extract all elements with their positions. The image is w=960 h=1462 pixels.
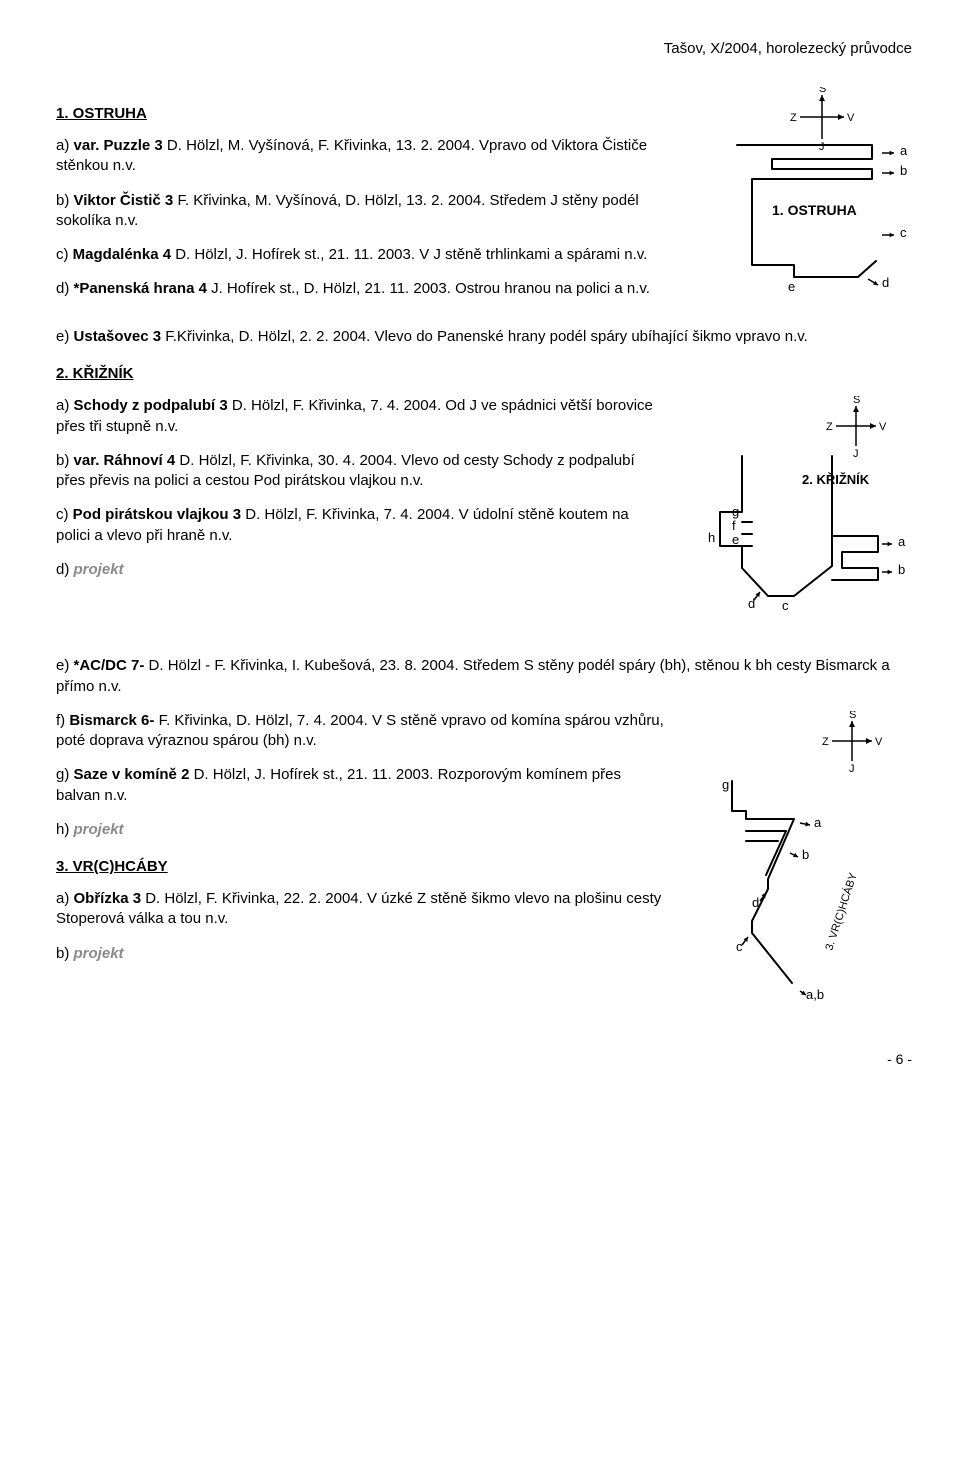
svg-text:a: a	[898, 534, 906, 549]
entry-name: *Panenská hrana 4	[74, 280, 207, 297]
entry-prefix: d)	[56, 280, 74, 297]
svg-text:J: J	[853, 448, 859, 460]
svg-text:Z: Z	[790, 112, 797, 124]
entry-2f: f) Bismarck 6- F. Křivinka, D. Hölzl, 7.…	[56, 711, 666, 752]
svg-text:J: J	[849, 763, 855, 775]
svg-text:2. KŘIŽNÍK: 2. KŘIŽNÍK	[802, 472, 870, 487]
svg-text:e: e	[788, 279, 795, 294]
entry-rest: D. Hölzl, F. Křivinka, 22. 2. 2004. V úz…	[56, 890, 661, 927]
entry-prefix: e)	[56, 657, 74, 674]
entry-name: Obřízka 3	[74, 890, 142, 907]
svg-text:c: c	[900, 225, 907, 240]
entry-name: *AC/DC 7-	[74, 657, 145, 674]
projekt-label: projekt	[74, 561, 124, 578]
diagram-kriznik: Z V S J 2. KŘIŽNÍK h gfe d c ab	[682, 396, 912, 656]
svg-text:h: h	[708, 530, 715, 545]
svg-text:g: g	[722, 777, 729, 792]
section-2-title: 2. KŘIŽNÍK	[56, 365, 912, 382]
entry-prefix: c)	[56, 246, 73, 263]
section-2-text-2: f) Bismarck 6- F. Křivinka, D. Hölzl, 7.…	[56, 711, 666, 978]
svg-text:c: c	[782, 598, 789, 613]
svg-text:1. OSTRUHA: 1. OSTRUHA	[772, 202, 857, 218]
svg-text:f: f	[732, 518, 736, 533]
svg-text:a: a	[900, 143, 908, 158]
svg-text:b: b	[898, 562, 905, 577]
entry-name: Magdalénka 4	[73, 246, 171, 263]
section-1-text: 1. OSTRUHA a) var. Puzzle 3 D. Hölzl, M.…	[56, 87, 666, 314]
svg-text:b: b	[802, 847, 809, 862]
projekt-label: projekt	[74, 945, 124, 962]
entry-2g: g) Saze v komíně 2 D. Hölzl, J. Hofírek …	[56, 765, 666, 806]
entry-name: Bismarck 6-	[69, 712, 154, 729]
entry-2h: h) projekt	[56, 820, 666, 840]
entry-2d: d) projekt	[56, 560, 666, 580]
entry-prefix: c)	[56, 506, 73, 523]
entry-1b: b) Viktor Čistič 3 F. Křivinka, M. Vyšín…	[56, 191, 666, 232]
entry-2e: e) *AC/DC 7- D. Hölzl - F. Křivinka, I. …	[56, 656, 912, 697]
entry-2a: a) Schody z podpalubí 3 D. Hölzl, F. Kři…	[56, 396, 666, 437]
svg-text:c: c	[736, 939, 743, 954]
page-header: Tašov, X/2004, horolezecký průvodce	[56, 40, 912, 57]
entry-1d: d) *Panenská hrana 4 J. Hofírek st., D. …	[56, 279, 666, 299]
entry-rest: D. Hölzl - F. Křivinka, I. Kubešová, 23.…	[56, 657, 890, 694]
entry-name: Schody z podpalubí 3	[74, 397, 228, 414]
entry-1c: c) Magdalénka 4 D. Hölzl, J. Hofírek st.…	[56, 245, 666, 265]
section-3-title: 3. VR(C)HCÁBY	[56, 858, 666, 875]
entry-rest: D. Hölzl, J. Hofírek st., 21. 11. 2003. …	[171, 246, 647, 263]
svg-text:3. VR(C)HCÁBY: 3. VR(C)HCÁBY	[822, 870, 859, 951]
svg-text:a: a	[814, 815, 822, 830]
entry-prefix: g)	[56, 766, 74, 783]
section-1-title: 1. OSTRUHA	[56, 105, 666, 122]
svg-text:S: S	[849, 711, 856, 721]
svg-text:d: d	[748, 596, 755, 611]
entry-2c: c) Pod pirátskou vlajkou 3 D. Hölzl, F. …	[56, 505, 666, 546]
entry-name: Ustašovec 3	[74, 328, 162, 345]
page-number: - 6 -	[56, 1051, 912, 1067]
svg-text:S: S	[853, 396, 860, 406]
svg-text:g: g	[732, 504, 739, 519]
entry-1a: a) var. Puzzle 3 D. Hölzl, M. Vyšínová, …	[56, 136, 666, 177]
entry-prefix: d)	[56, 561, 74, 578]
entry-3b: b) projekt	[56, 944, 666, 964]
entry-name: Saze v komíně 2	[74, 766, 190, 783]
svg-text:V: V	[875, 736, 883, 748]
entry-name: var. Ráhnoví 4	[74, 452, 176, 469]
entry-2b: b) var. Ráhnoví 4 D. Hölzl, F. Křivinka,…	[56, 451, 666, 492]
entry-prefix: b)	[56, 452, 74, 469]
entry-3a: a) Obřízka 3 D. Hölzl, F. Křivinka, 22. …	[56, 889, 666, 930]
entry-rest: F.Křivinka, D. Hölzl, 2. 2. 2004. Vlevo …	[161, 328, 808, 345]
svg-text:S: S	[819, 87, 826, 95]
entry-rest: J. Hofírek st., D. Hölzl, 21. 11. 2003. …	[207, 280, 650, 297]
entry-prefix: a)	[56, 137, 74, 154]
svg-text:a,b: a,b	[806, 987, 824, 1002]
svg-text:J: J	[819, 141, 825, 153]
entry-prefix: a)	[56, 890, 74, 907]
entry-prefix: e)	[56, 328, 74, 345]
svg-text:Z: Z	[826, 421, 833, 433]
projekt-label: projekt	[74, 821, 124, 838]
svg-text:d: d	[752, 895, 759, 910]
svg-text:V: V	[847, 112, 855, 124]
diagram-vrchcaby: Z V S J 3. VR(C)HCÁBY g a b d c a,b	[682, 711, 912, 1011]
entry-name: Viktor Čistič 3	[74, 192, 174, 209]
entry-name: var. Puzzle 3	[74, 137, 163, 154]
svg-text:V: V	[879, 421, 887, 433]
entry-prefix: a)	[56, 397, 74, 414]
entry-prefix: f)	[56, 712, 69, 729]
diagram-ostruha: Z V S J 1. OSTRUHA ab c d e	[682, 87, 912, 327]
entry-name: Pod pirátskou vlajkou 3	[73, 506, 241, 523]
entry-1e: e) Ustašovec 3 F.Křivinka, D. Hölzl, 2. …	[56, 327, 912, 347]
entry-prefix: b)	[56, 192, 74, 209]
section-2-text: a) Schody z podpalubí 3 D. Hölzl, F. Kři…	[56, 396, 666, 594]
svg-text:d: d	[882, 275, 889, 290]
svg-text:Z: Z	[822, 736, 829, 748]
svg-text:b: b	[900, 163, 907, 178]
entry-prefix: b)	[56, 945, 74, 962]
svg-text:e: e	[732, 532, 739, 547]
entry-prefix: h)	[56, 821, 74, 838]
